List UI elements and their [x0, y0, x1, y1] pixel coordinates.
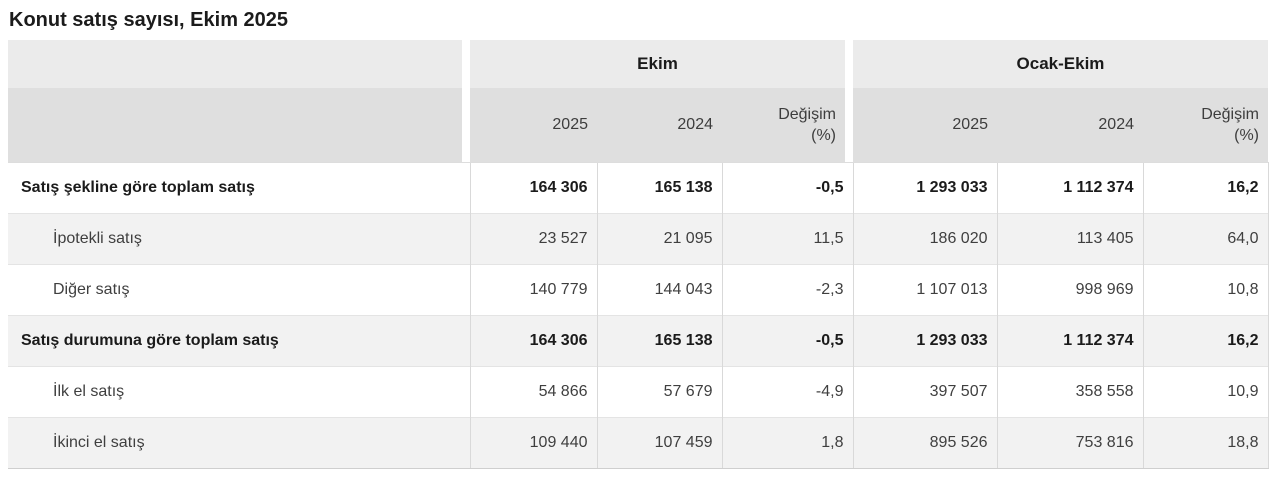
corner-cell: [8, 88, 462, 162]
cell-ekim-2025: 164 306: [469, 161, 597, 213]
cell-ekim-2024: 21 095: [596, 212, 722, 264]
row-label: İpotekli satış: [8, 212, 470, 264]
column-group-ocak-ekim: Ocak-Ekim: [853, 40, 1268, 88]
cell-ocak-ekim-2025: 1 107 013: [852, 263, 997, 315]
cell-ekim-change: -0,5: [721, 314, 853, 366]
table-body: Satış şekline göre toplam satış 164 306 …: [8, 161, 1269, 469]
cell-ocak-ekim-2025: 186 020: [852, 212, 997, 264]
change-header-label: Değişim: [778, 105, 836, 123]
cell-ocak-ekim-2025: 895 526: [852, 416, 997, 469]
table-row: İpotekli satış 23 527 21 095 11,5 186 02…: [8, 212, 1269, 264]
row-label: Satış şekline göre toplam satış: [8, 161, 470, 213]
column-group-ekim: Ekim: [470, 40, 845, 88]
cell-ocak-ekim-2024: 998 969: [996, 263, 1143, 315]
cell-ocak-ekim-change: 10,8: [1142, 263, 1269, 315]
cell-ekim-2025: 164 306: [469, 314, 597, 366]
cell-ekim-2025: 140 779: [469, 263, 597, 315]
col-header-ocak-ekim-2024: 2024: [997, 88, 1143, 162]
row-label: Diğer satış: [8, 263, 470, 315]
cell-ocak-ekim-change: 10,9: [1142, 365, 1269, 417]
cell-ocak-ekim-2025: 1 293 033: [852, 161, 997, 213]
cell-ocak-ekim-2024: 1 112 374: [996, 161, 1143, 213]
cell-ocak-ekim-2024: 358 558: [996, 365, 1143, 417]
cell-ekim-change: -2,3: [721, 263, 853, 315]
col-header-ekim-2025: 2025: [470, 88, 597, 162]
corner-cell: [8, 40, 462, 88]
cell-ocak-ekim-change: 16,2: [1142, 314, 1269, 366]
cell-ocak-ekim-change: 18,8: [1142, 416, 1269, 469]
cell-ocak-ekim-2024: 753 816: [996, 416, 1143, 469]
page-title: Konut satış sayısı, Ekim 2025: [9, 9, 289, 31]
cell-ekim-2024: 57 679: [596, 365, 722, 417]
col-header-ocak-ekim-change: Değişim (%): [1143, 88, 1268, 162]
cell-ekim-2025: 109 440: [469, 416, 597, 469]
table-row: İkinci el satış 109 440 107 459 1,8 895 …: [8, 416, 1269, 469]
cell-ekim-2024: 144 043: [596, 263, 722, 315]
change-header-unit: (%): [1234, 126, 1259, 144]
change-header-label: Değişim: [1201, 105, 1259, 123]
cell-ocak-ekim-2024: 1 112 374: [996, 314, 1143, 366]
cell-ekim-change: 11,5: [721, 212, 853, 264]
row-label: İlk el satış: [8, 365, 470, 417]
col-header-ekim-2024: 2024: [597, 88, 722, 162]
header-gap: [462, 40, 470, 88]
cell-ocak-ekim-2025: 397 507: [852, 365, 997, 417]
cell-ekim-2025: 54 866: [469, 365, 597, 417]
row-label: Satış durumuna göre toplam satış: [8, 314, 470, 366]
header-gap: [462, 88, 470, 162]
cell-ocak-ekim-2025: 1 293 033: [852, 314, 997, 366]
table-header: Ekim Ocak-Ekim 2025 2024 Değişim (%) 202…: [8, 40, 1268, 162]
col-header-ocak-ekim-2025: 2025: [853, 88, 997, 162]
cell-ocak-ekim-change: 64,0: [1142, 212, 1269, 264]
cell-ekim-2024: 107 459: [596, 416, 722, 469]
column-group-row: Ekim Ocak-Ekim: [8, 40, 1268, 88]
col-header-ekim-change: Değişim (%): [722, 88, 845, 162]
cell-ekim-change: -4,9: [721, 365, 853, 417]
header-gap: [845, 40, 853, 88]
table-row: İlk el satış 54 866 57 679 -4,9 397 507 …: [8, 365, 1269, 417]
row-label: İkinci el satış: [8, 416, 470, 469]
cell-ekim-2025: 23 527: [469, 212, 597, 264]
cell-ocak-ekim-2024: 113 405: [996, 212, 1143, 264]
column-header-row: 2025 2024 Değişim (%) 2025 2024 Değişim …: [8, 88, 1268, 162]
cell-ocak-ekim-change: 16,2: [1142, 161, 1269, 213]
header-gap: [845, 88, 853, 162]
table-row: Diğer satış 140 779 144 043 -2,3 1 107 0…: [8, 263, 1269, 315]
cell-ekim-2024: 165 138: [596, 314, 722, 366]
housing-sales-table: Ekim Ocak-Ekim 2025 2024 Değişim (%) 202…: [8, 40, 1269, 469]
table-row: Satış durumuna göre toplam satış 164 306…: [8, 314, 1269, 366]
cell-ekim-change: 1,8: [721, 416, 853, 469]
table-row: Satış şekline göre toplam satış 164 306 …: [8, 161, 1269, 213]
change-header-unit: (%): [811, 126, 836, 144]
cell-ekim-change: -0,5: [721, 161, 853, 213]
cell-ekim-2024: 165 138: [596, 161, 722, 213]
